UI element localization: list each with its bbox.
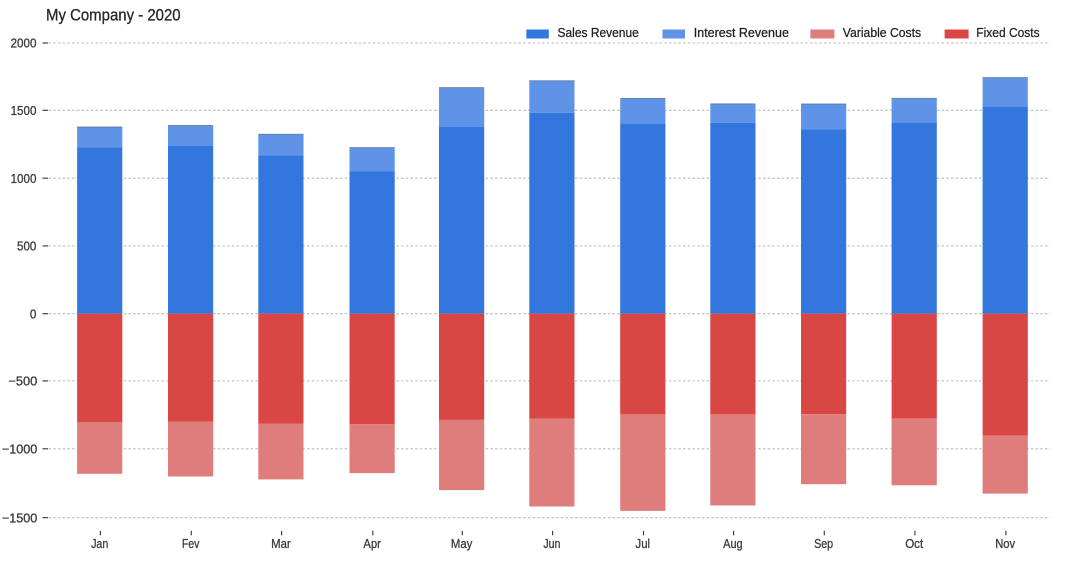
svg-text:Aug: Aug (723, 536, 743, 551)
svg-text:My Company - 2020: My Company - 2020 (46, 6, 181, 25)
svg-text:Sales Revenue: Sales Revenue (558, 25, 639, 40)
svg-text:Sep: Sep (814, 536, 833, 551)
svg-text:Jun: Jun (543, 536, 560, 551)
svg-text:May: May (451, 536, 473, 551)
svg-text:Fixed Costs: Fixed Costs (976, 25, 1040, 40)
svg-text:Mar: Mar (271, 536, 291, 551)
svg-text:−1500: −1500 (2, 510, 37, 525)
svg-text:Jan: Jan (91, 536, 108, 551)
svg-text:0: 0 (30, 306, 37, 321)
svg-text:1500: 1500 (11, 103, 37, 118)
svg-text:Jul: Jul (636, 536, 651, 551)
svg-text:Fev: Fev (182, 536, 200, 551)
svg-text:Oct: Oct (905, 536, 923, 551)
svg-text:−500: −500 (8, 374, 37, 389)
svg-text:Interest Revenue: Interest Revenue (694, 25, 789, 40)
svg-text:1000: 1000 (11, 171, 37, 186)
svg-text:2000: 2000 (11, 36, 37, 51)
svg-text:500: 500 (17, 239, 36, 254)
svg-text:Apr: Apr (363, 536, 381, 551)
svg-text:Variable Costs: Variable Costs (843, 25, 922, 40)
svg-text:Nov: Nov (995, 536, 1015, 551)
svg-text:−1000: −1000 (2, 441, 37, 456)
